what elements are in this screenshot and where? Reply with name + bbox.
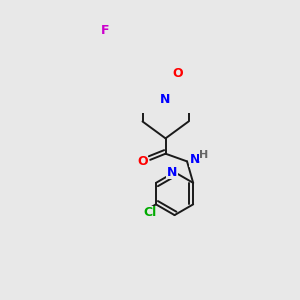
Text: N: N — [167, 166, 177, 178]
Text: N: N — [160, 93, 171, 106]
Text: H: H — [199, 150, 208, 160]
Text: N: N — [190, 153, 200, 166]
Text: Cl: Cl — [143, 206, 157, 219]
Text: O: O — [137, 155, 148, 168]
Text: F: F — [101, 24, 110, 37]
Text: O: O — [172, 67, 183, 80]
